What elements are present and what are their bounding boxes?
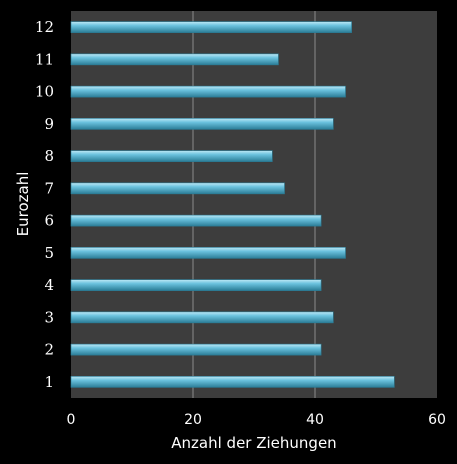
- bar-11: [70, 53, 279, 66]
- y-tick-label: 5: [44, 244, 54, 262]
- bar-12: [70, 21, 352, 33]
- y-tick-label: 11: [35, 50, 54, 68]
- y-tick-label: 1: [44, 373, 54, 391]
- x-tick-label: 20: [184, 412, 202, 428]
- y-tick-label: 10: [35, 83, 54, 101]
- x-axis-title: Anzahl der Ziehungen: [171, 434, 336, 452]
- bar-8: [70, 150, 273, 162]
- y-tick-label: 3: [44, 308, 54, 326]
- x-tick-label: 40: [306, 412, 324, 428]
- bar-5: [70, 247, 346, 259]
- bars: [70, 21, 395, 388]
- gridlines: [192, 11, 316, 398]
- x-tick-label: 60: [428, 412, 446, 428]
- bar-9: [70, 118, 334, 130]
- bar-10: [70, 85, 346, 98]
- y-tick-label: 8: [44, 147, 54, 165]
- y-tick-label: 4: [44, 276, 54, 294]
- y-tick-label: 9: [44, 115, 54, 133]
- bar-3: [70, 311, 334, 324]
- bar-6: [70, 214, 322, 227]
- y-axis-title: Eurozahl: [14, 172, 32, 237]
- x-tick-labels: 0 20 40 60: [67, 412, 446, 428]
- y-tick-label: 12: [35, 18, 54, 36]
- bar-2: [70, 343, 322, 356]
- y-tick-label: 6: [44, 212, 54, 230]
- x-tick-label: 0: [67, 412, 76, 428]
- plot-area: [71, 11, 437, 398]
- bar-4: [70, 279, 322, 291]
- y-tick-label: 2: [44, 341, 54, 359]
- bar-7: [70, 182, 285, 195]
- y-tick-label: 7: [44, 179, 54, 197]
- bar-1: [70, 376, 395, 388]
